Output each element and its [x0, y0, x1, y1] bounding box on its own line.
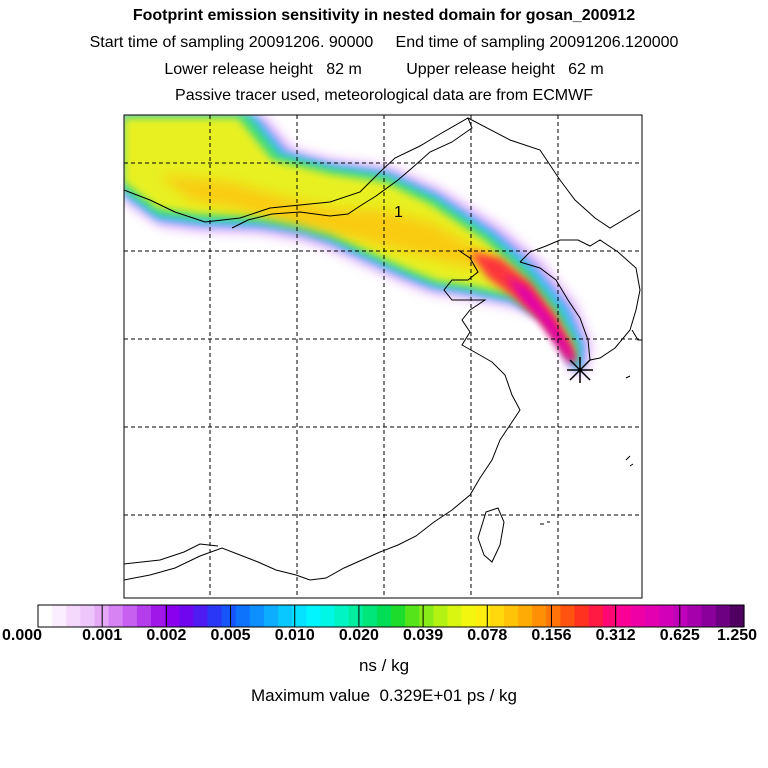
colorbar-swatch — [136, 605, 152, 627]
colorbar-tick-label: 0.039 — [403, 627, 444, 644]
colorbar-tick-label: 0.005 — [210, 627, 251, 644]
colorbar-swatch — [503, 605, 519, 627]
colorbar-swatch — [179, 605, 194, 627]
colorbar-tick-label: 0.001 — [82, 627, 123, 644]
colorbar-tick-label: 0.010 — [274, 627, 315, 644]
colorbar-frame — [37, 604, 745, 628]
colorbar-swatches — [38, 605, 745, 627]
colorbar-swatch — [419, 605, 434, 627]
colorbar-tick-label: 0.156 — [531, 627, 572, 644]
colorbar-swatch — [249, 605, 265, 627]
colorbar-swatch — [574, 605, 590, 627]
colorbar-dividers — [101, 605, 681, 627]
colorbar-tick-label: 0.020 — [338, 627, 379, 644]
colorbar-swatch — [687, 605, 703, 627]
colorbar-swatch — [616, 605, 632, 627]
colorbar-swatch — [235, 605, 251, 627]
colorbar-tick-label: 0.312 — [595, 627, 636, 644]
colorbar-swatch — [391, 605, 406, 627]
colorbar-swatch — [701, 605, 717, 627]
colorbar-swatch — [475, 605, 491, 627]
colorbar-swatch — [207, 605, 223, 627]
colorbar-tick-label: 0.078 — [467, 627, 508, 644]
receptor-label: 1 — [394, 204, 403, 221]
taiwan-island — [477, 507, 505, 563]
plot-title: Footprint emission sensitivity in nested… — [132, 7, 636, 24]
colorbar-swatch — [645, 605, 660, 627]
colorbar-swatch — [560, 605, 576, 627]
plume-layer — [124, 115, 590, 372]
manchuria-border-line — [467, 117, 641, 229]
colorbar-swatch — [673, 605, 689, 627]
colorbar-swatch — [122, 605, 138, 627]
coastlines — [124, 117, 642, 581]
map-frame — [123, 114, 643, 599]
units-label: ns / kg — [358, 656, 410, 675]
colorbar-swatch — [193, 605, 209, 627]
colorbar-swatch — [221, 605, 237, 627]
colorbar-tick-label: 0.625 — [659, 627, 700, 644]
colorbar-swatch — [108, 605, 124, 627]
colorbar-tick-label: 0.000 — [1, 627, 43, 644]
colorbar-swatch — [52, 605, 67, 627]
colorbar-swatch — [631, 605, 646, 627]
sampling-time-line: Start time of sampling 20091206. 90000 E… — [89, 34, 679, 51]
colorbar-swatch — [80, 605, 96, 627]
plume-yellow-core — [124, 118, 575, 362]
colorbar-swatch — [546, 605, 562, 627]
colorbar-swatch — [518, 605, 533, 627]
japan-coast — [631, 329, 642, 341]
tracer-info-line: Passive tracer used, meteorological data… — [175, 87, 593, 104]
colorbar-swatch — [715, 605, 731, 627]
colorbar-swatch — [38, 605, 53, 627]
colorbar-swatch — [461, 605, 477, 627]
colorbar-swatch — [150, 605, 166, 627]
south-china-coast — [124, 547, 297, 581]
korea-peninsula — [519, 239, 641, 361]
colorbar-swatch — [306, 605, 321, 627]
plume-orange-zone — [160, 175, 500, 268]
colorbar-swatch — [165, 605, 180, 627]
colorbar-swatch — [66, 605, 81, 627]
colorbar-swatch — [433, 605, 449, 627]
maximum-value-label: Maximum value 0.329E+01 ps / kg — [251, 686, 517, 705]
island-chain — [540, 375, 634, 525]
colorbar-swatch — [362, 605, 378, 627]
graticule — [124, 115, 642, 598]
colorbar — [37, 604, 745, 628]
colorbar-swatch — [489, 605, 505, 627]
colorbar-tick-label: 0.002 — [146, 627, 187, 644]
colorbar-swatch — [292, 605, 307, 627]
colorbar-swatch — [334, 605, 350, 627]
colorbar-swatch — [602, 605, 618, 627]
release-height-line: Lower release height 82 m Upper release … — [164, 61, 604, 78]
colorbar-swatch — [263, 605, 279, 627]
colorbar-tick-label: 1.250 — [716, 627, 758, 644]
colorbar-swatch — [405, 605, 420, 627]
colorbar-swatch — [278, 605, 293, 627]
colorbar-swatch — [659, 605, 674, 627]
colorbar-swatch — [447, 605, 463, 627]
colorbar-swatch — [348, 605, 364, 627]
receptor-marker — [567, 357, 593, 383]
colorbar-swatch — [320, 605, 336, 627]
inland-border-line — [124, 543, 219, 565]
colorbar-swatch — [376, 605, 392, 627]
colorbar-swatch — [532, 605, 547, 627]
colorbar-swatch — [588, 605, 604, 627]
colorbar-swatch — [729, 605, 745, 627]
bohai-coast — [295, 249, 521, 581]
